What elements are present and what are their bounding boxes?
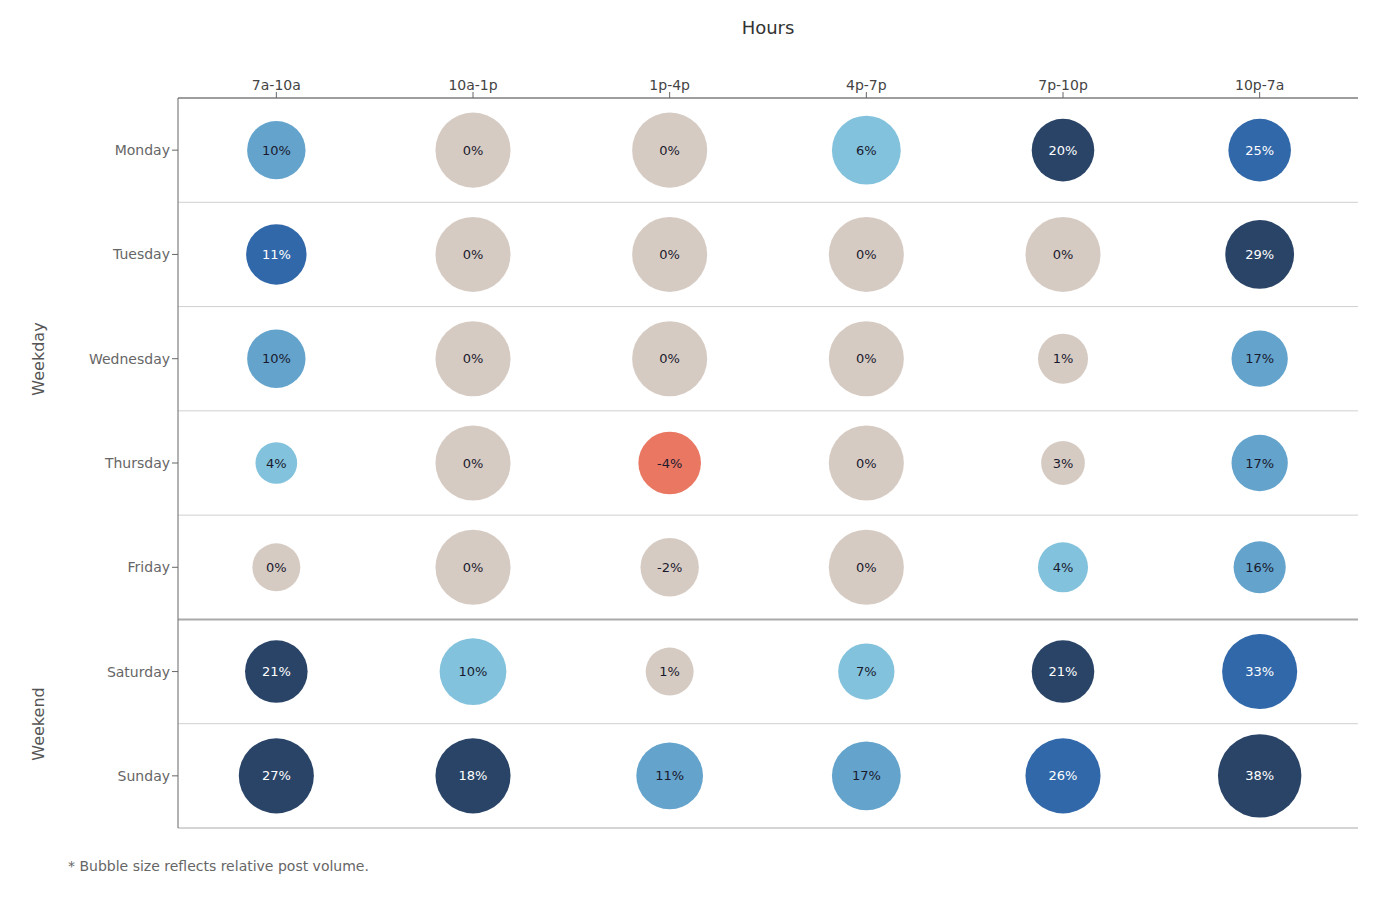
- svg-text:0%: 0%: [659, 247, 680, 262]
- svg-text:17%: 17%: [1245, 351, 1274, 366]
- svg-text:-2%: -2%: [657, 560, 682, 575]
- svg-text:20%: 20%: [1049, 143, 1078, 158]
- svg-text:Monday: Monday: [115, 142, 170, 158]
- svg-text:17%: 17%: [852, 768, 881, 783]
- svg-text:4%: 4%: [1053, 560, 1074, 575]
- svg-text:Saturday: Saturday: [107, 664, 170, 680]
- html-text:Hours: Hours: [741, 17, 795, 38]
- svg-text:0%: 0%: [856, 560, 877, 575]
- svg-text:0%: 0%: [856, 351, 877, 366]
- svg-text:16%: 16%: [1245, 560, 1274, 575]
- html-text:Weekend: Weekend: [28, 687, 48, 761]
- svg-text:0%: 0%: [463, 560, 484, 575]
- svg-text:21%: 21%: [262, 664, 291, 679]
- svg-text:27%: 27%: [262, 768, 291, 783]
- svg-text:21%: 21%: [1049, 664, 1078, 679]
- svg-text:4%: 4%: [266, 456, 287, 471]
- svg-text:10a-1p: 10a-1p: [448, 77, 497, 93]
- svg-text:0%: 0%: [266, 560, 287, 575]
- svg-text:11%: 11%: [262, 247, 291, 262]
- svg-text:38%: 38%: [1245, 768, 1274, 783]
- svg-text:Tuesday: Tuesday: [112, 246, 170, 262]
- svg-text:10p-7a: 10p-7a: [1235, 77, 1284, 93]
- svg-text:3%: 3%: [1053, 456, 1074, 471]
- svg-text:0%: 0%: [463, 456, 484, 471]
- svg-text:7a-10a: 7a-10a: [252, 77, 301, 93]
- svg-text:7%: 7%: [856, 664, 877, 679]
- svg-text:Wednesday: Wednesday: [89, 351, 170, 367]
- svg-text:10%: 10%: [459, 664, 488, 679]
- svg-text:10%: 10%: [262, 143, 291, 158]
- svg-text:26%: 26%: [1049, 768, 1078, 783]
- html-text:Weekday: Weekday: [28, 322, 48, 396]
- svg-text:25%: 25%: [1245, 143, 1274, 158]
- svg-text:11%: 11%: [655, 768, 684, 783]
- svg-text:6%: 6%: [856, 143, 877, 158]
- svg-text:0%: 0%: [463, 143, 484, 158]
- svg-text:Thursday: Thursday: [104, 455, 170, 471]
- svg-text:4p-7p: 4p-7p: [846, 77, 887, 93]
- svg-text:1%: 1%: [1053, 351, 1074, 366]
- svg-text:18%: 18%: [459, 768, 488, 783]
- svg-text:33%: 33%: [1245, 664, 1274, 679]
- svg-text:0%: 0%: [659, 143, 680, 158]
- svg-text:29%: 29%: [1245, 247, 1274, 262]
- svg-text:7p-10p: 7p-10p: [1038, 77, 1088, 93]
- svg-text:0%: 0%: [856, 247, 877, 262]
- svg-text:0%: 0%: [463, 351, 484, 366]
- svg-text:0%: 0%: [659, 351, 680, 366]
- svg-text:0%: 0%: [856, 456, 877, 471]
- svg-text:-4%: -4%: [657, 456, 682, 471]
- svg-text:0%: 0%: [463, 247, 484, 262]
- svg-text:1p-4p: 1p-4p: [649, 77, 690, 93]
- html-text:* Bubble size reflects relativ: * Bubble size reflects relative post vol…: [68, 858, 369, 874]
- svg-text:0%: 0%: [1053, 247, 1074, 262]
- svg-text:10%: 10%: [262, 351, 291, 366]
- svg-text:1%: 1%: [659, 664, 680, 679]
- svg-text:17%: 17%: [1245, 456, 1274, 471]
- svg-text:Sunday: Sunday: [118, 768, 170, 784]
- svg-text:Friday: Friday: [128, 559, 170, 575]
